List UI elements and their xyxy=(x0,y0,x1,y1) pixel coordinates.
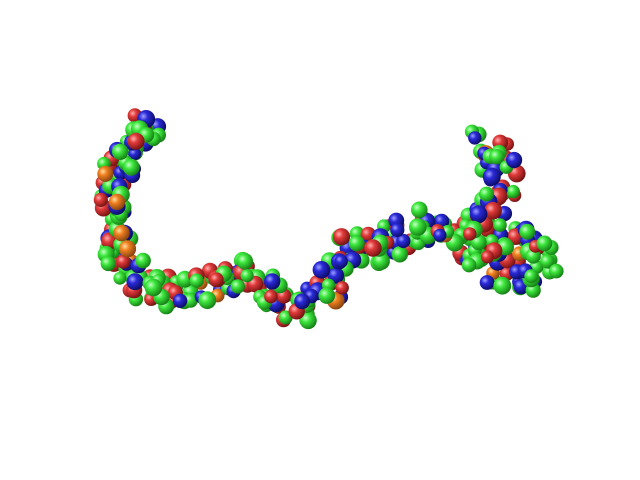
atom xyxy=(461,257,477,273)
atom xyxy=(335,281,349,295)
atom xyxy=(391,246,408,263)
atom xyxy=(468,131,482,145)
atom xyxy=(93,192,108,207)
atom xyxy=(493,276,512,295)
atom xyxy=(122,158,140,176)
atom xyxy=(409,218,427,236)
atom xyxy=(144,278,163,297)
atom xyxy=(100,255,116,272)
atom xyxy=(116,254,131,269)
atom xyxy=(469,205,488,223)
atom xyxy=(493,218,507,232)
atom xyxy=(189,273,204,288)
atom xyxy=(318,287,336,304)
atom xyxy=(536,235,553,252)
atom xyxy=(299,311,317,330)
atom xyxy=(97,165,114,182)
atom xyxy=(506,184,520,199)
atom xyxy=(463,227,477,241)
atom xyxy=(264,273,281,290)
atom xyxy=(482,167,501,186)
atom xyxy=(348,235,365,252)
atom xyxy=(489,149,505,165)
atom xyxy=(479,275,495,290)
atom xyxy=(372,252,390,270)
atom xyxy=(540,254,555,269)
atom xyxy=(364,239,382,257)
atom xyxy=(113,271,127,285)
atom xyxy=(183,293,198,308)
atom xyxy=(480,250,494,264)
atom xyxy=(112,143,129,160)
atom xyxy=(294,293,310,310)
atom xyxy=(126,273,144,291)
atom xyxy=(312,261,331,279)
atom xyxy=(230,279,245,294)
atom xyxy=(172,293,188,308)
atom xyxy=(240,269,254,283)
atom xyxy=(479,186,494,202)
atom xyxy=(118,240,137,258)
atom xyxy=(127,132,145,150)
atom xyxy=(524,269,539,284)
atom xyxy=(108,193,126,211)
atom xyxy=(505,151,523,169)
atom xyxy=(135,252,151,269)
atom xyxy=(332,228,351,246)
atom xyxy=(334,254,348,268)
atom xyxy=(411,201,428,219)
atoms xyxy=(93,108,564,330)
atom xyxy=(549,263,564,279)
atom xyxy=(396,233,411,249)
atom xyxy=(209,272,224,287)
atom xyxy=(113,224,130,242)
atom xyxy=(484,201,502,220)
atom xyxy=(519,223,536,240)
atom xyxy=(236,252,254,270)
atom xyxy=(433,228,447,242)
atom xyxy=(390,222,405,237)
atom xyxy=(198,291,217,310)
atom xyxy=(264,289,278,304)
